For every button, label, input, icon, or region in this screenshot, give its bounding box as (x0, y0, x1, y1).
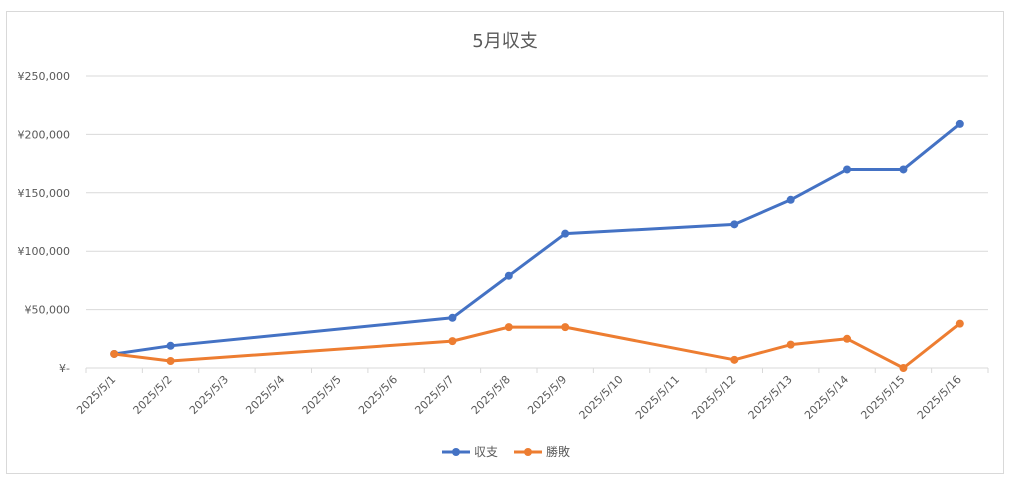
series-layer (110, 119, 964, 372)
data-point (730, 220, 739, 229)
series-line (112, 322, 962, 370)
data-point (786, 340, 795, 349)
x-tick-label: 2025/5/2 (131, 373, 175, 417)
x-tick-label: 2025/5/14 (802, 373, 851, 422)
y-tick-label: ¥250,000 (18, 70, 71, 83)
data-point (448, 337, 457, 346)
y-tick-label: ¥- (59, 362, 70, 375)
gridlines (86, 75, 988, 369)
data-point (561, 323, 570, 332)
x-tick-label: 2025/5/12 (689, 373, 738, 422)
data-point (899, 165, 908, 174)
y-tick-label: ¥150,000 (18, 187, 71, 200)
x-tick-label: 2025/5/11 (633, 373, 682, 422)
legend-label: 収支 (474, 445, 498, 459)
y-tick-label: ¥50,000 (25, 304, 71, 317)
x-tick-label: 2025/5/8 (469, 373, 513, 417)
series-収支 (110, 119, 964, 358)
x-axis-ticks: 2025/5/1 2025/5/2 2025/5/3 2025/5/4 2025/5/5… (74, 368, 989, 422)
legend-item: 収支 (442, 445, 498, 459)
x-tick-label: 2025/5/1 (74, 373, 118, 417)
data-point (955, 119, 964, 128)
series-勝敗 (110, 319, 964, 372)
data-point (730, 355, 739, 364)
series-line (112, 122, 962, 356)
data-point (504, 323, 513, 332)
legend-marker (524, 448, 532, 456)
data-point (166, 341, 175, 350)
x-tick-label: 2025/5/16 (915, 373, 964, 422)
x-tick-label: 2025/5/5 (300, 373, 344, 417)
x-tick-label: 2025/5/7 (412, 373, 456, 417)
legend-item: 勝敗 (514, 444, 570, 459)
chart-frame (6, 11, 1004, 474)
data-point (448, 313, 457, 322)
legend-label: 勝敗 (546, 444, 570, 459)
data-point (899, 364, 908, 372)
data-point (843, 334, 852, 343)
x-tick-label: 2025/5/10 (577, 373, 626, 422)
legend-marker (452, 448, 460, 456)
x-tick-label: 2025/5/15 (858, 373, 907, 422)
data-point (843, 165, 852, 174)
y-tick-label: ¥200,000 (18, 128, 71, 141)
x-tick-label: 2025/5/3 (187, 373, 231, 417)
x-tick-label: 2025/5/9 (525, 373, 569, 417)
y-tick-label: ¥100,000 (18, 245, 71, 258)
data-point (561, 229, 570, 238)
legend: 収支 勝敗 (442, 444, 570, 459)
y-axis-ticks: ¥- ¥50,000 ¥100,000 ¥150,000 ¥200,000 ¥250,00… (18, 70, 71, 375)
x-tick-label: 2025/5/6 (356, 373, 400, 417)
chart-title: 5月収支 (472, 31, 537, 52)
x-tick-label: 2025/5/13 (746, 373, 795, 422)
data-point (110, 349, 119, 358)
data-point (166, 356, 175, 365)
data-point (955, 319, 964, 328)
data-point (786, 195, 795, 204)
x-tick-label: 2025/5/4 (243, 373, 287, 417)
data-point (504, 271, 513, 280)
